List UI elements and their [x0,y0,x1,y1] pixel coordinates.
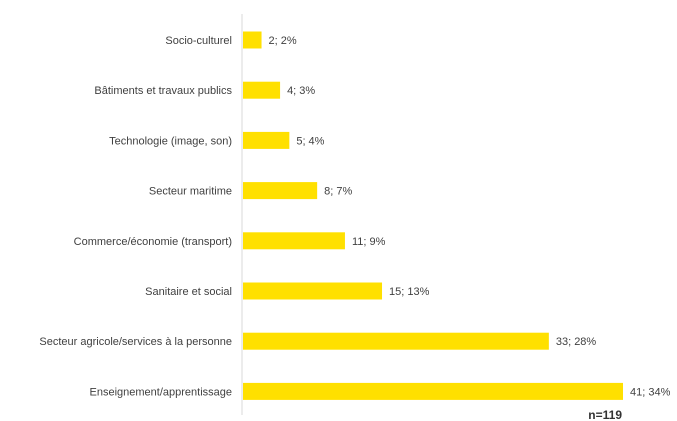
category-label: Sanitaire et social [145,286,232,298]
category-label: Enseignement/apprentissage [90,386,232,398]
category-label: Bâtiments et travaux publics [94,85,232,97]
data-label: 2; 2% [269,35,297,47]
data-label: 11; 9% [352,236,386,248]
data-label: 41; 34% [630,386,671,398]
bar [243,131,290,149]
bar [243,382,623,400]
data-label: 33; 28% [556,336,597,348]
bar [243,332,549,350]
category-label: Commerce/économie (transport) [74,236,232,248]
sample-size-annotation: n=119 [588,408,622,421]
category-label: Technologie (image, son) [109,135,232,147]
bar [243,232,345,250]
data-label: 8; 7% [324,186,352,198]
data-label: 5; 4% [296,135,324,147]
category-label: Secteur maritime [149,186,232,198]
bar [243,31,262,49]
bars-group: Socio-culturel 2; 2% Bâtiments et travaux … [39,31,671,400]
data-label: 4; 3% [287,85,315,97]
bar [243,81,281,99]
bar [243,282,383,300]
category-label: Secteur agricole/services à la personne [39,336,232,348]
category-label: Socio-culturel [165,35,232,47]
bar [243,182,318,200]
data-label: 15; 13% [389,286,430,298]
